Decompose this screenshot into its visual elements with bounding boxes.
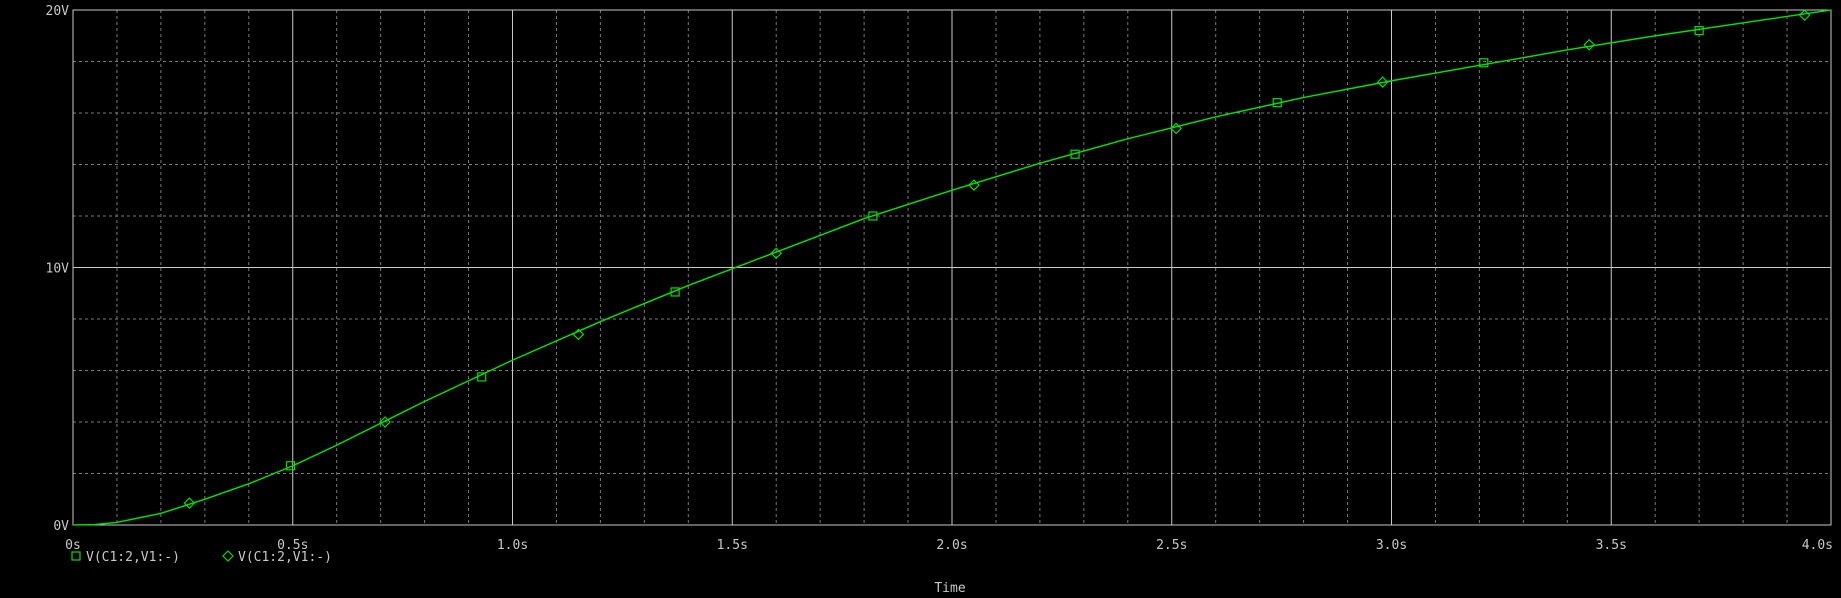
legend-item-diamond[interactable]: V(C1:2,V1:-)	[222, 550, 332, 565]
legend-symbol-diamond[interactable]	[222, 550, 234, 562]
x-tick-label: 0s	[65, 538, 81, 553]
y-tick-label: 20V	[46, 4, 70, 19]
y-tick-label: 0V	[53, 519, 69, 534]
legend-label: V(C1:2,V1:-)	[238, 550, 332, 565]
traces[interactable]	[72, 9, 1832, 526]
data-point-square[interactable]	[868, 211, 878, 221]
x-tick-label: 2.0s	[936, 538, 967, 553]
x-tick-label: 3.0s	[1376, 538, 1407, 553]
data-point-diamond[interactable]	[572, 328, 585, 341]
data-point-square[interactable]	[285, 461, 296, 471]
data-point-square[interactable]	[1694, 26, 1704, 36]
y-axis-ticks: 0V 10V 20V	[46, 4, 70, 534]
x-tick-label: 1.0s	[497, 538, 528, 553]
data-point-diamond[interactable]	[968, 179, 980, 191]
x-tick-label: 0.5s	[277, 538, 308, 553]
legend[interactable]: V(C1:2,V1:-) V(C1:2,V1:-)	[71, 550, 332, 565]
x-tick-label: 3.5s	[1596, 538, 1627, 553]
legend-symbol-square[interactable]	[71, 551, 81, 561]
x-tick-label: 1.5s	[717, 538, 748, 553]
x-tick-label: 4.0s	[1802, 538, 1833, 553]
x-axis-ticks: 0s 0.5s 1.0s 1.5s 2.0s 2.5s 3.0s 3.5s 4.0s	[65, 538, 1833, 553]
data-point-diamond[interactable]	[1376, 76, 1389, 88]
y-tick-label: 10V	[46, 262, 70, 277]
data-point-square[interactable]	[1479, 58, 1489, 68]
data-point-diamond[interactable]	[379, 416, 391, 428]
data-point-diamond[interactable]	[1583, 38, 1596, 51]
plot-border	[72, 9, 1832, 526]
data-point-diamond[interactable]	[1170, 122, 1182, 135]
series-diamond[interactable]	[72, 9, 1832, 526]
data-point-diamond[interactable]	[1798, 9, 1811, 21]
x-tick-label: 2.5s	[1156, 538, 1187, 553]
plot-frame	[72, 9, 1832, 526]
x-axis-label: Time	[934, 581, 965, 596]
series-line-diamond[interactable]	[72, 9, 1832, 526]
data-point-diamond[interactable]	[183, 497, 196, 509]
legend-item-square[interactable]: V(C1:2,V1:-)	[71, 550, 180, 565]
data-point-diamond[interactable]	[770, 247, 783, 260]
legend-label: V(C1:2,V1:-)	[86, 550, 180, 565]
